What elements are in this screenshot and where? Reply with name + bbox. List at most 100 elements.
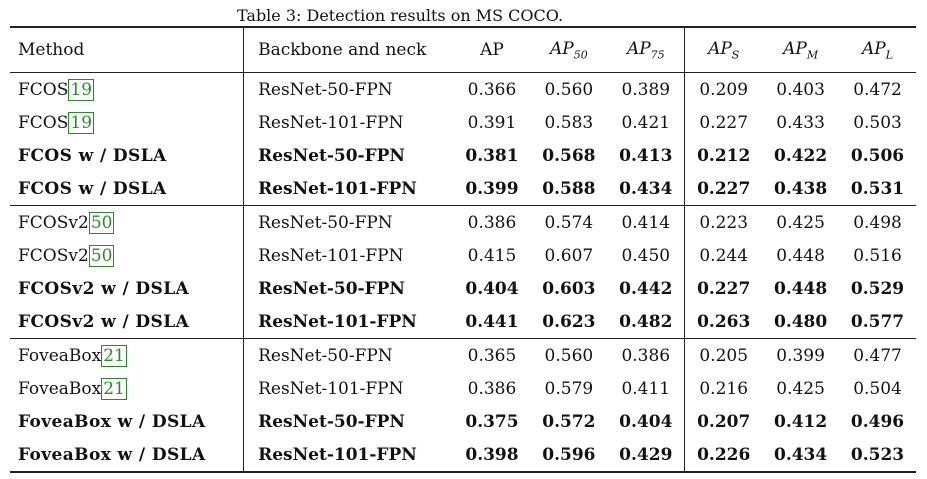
backbone-cell: ResNet-101-FPN [243, 305, 454, 339]
ap50-cell: 0.574 [544, 212, 594, 233]
backbone-cell: ResNet-101-FPN [243, 106, 454, 139]
ap75-cell: 0.421 [621, 112, 671, 133]
method-name: FoveaBox [18, 378, 102, 399]
apl-cell: 0.577 [850, 311, 905, 332]
header-ap75: AP75 [626, 38, 665, 62]
backbone-cell: ResNet-50-FPN [243, 72, 454, 106]
table-row: FCOS w / DSLA ResNet-101-FPN 0.399 0.588 0.4… [10, 172, 916, 206]
ap75-cell: 0.414 [621, 212, 671, 233]
backbone-cell: ResNet-101-FPN [243, 438, 454, 472]
header-apl: APL [862, 38, 894, 62]
ap75-cell: 0.429 [619, 444, 673, 465]
method-cell: FCOS w / DSLA [10, 172, 244, 206]
table-row: FoveaBox 21 ResNet-50-FPN 0.365 0.560 0.386 0.… [10, 338, 916, 373]
ap75-cell: 0.442 [619, 278, 673, 299]
ap-cell: 0.381 [465, 145, 519, 166]
table-row: FCOS 19 ResNet-50-FPN 0.366 0.560 0.389 0.209 0… [10, 72, 916, 107]
backbone-cell: ResNet-101-FPN [243, 239, 454, 272]
table-row: FCOSv2 w / DSLA ResNet-101-FPN 0.441 0.623 0… [10, 305, 916, 339]
apl-cell: 0.472 [853, 79, 902, 100]
apl-cell: 0.516 [853, 245, 902, 266]
ap-cell: 0.399 [465, 178, 519, 199]
ap50-cell: 0.579 [544, 378, 594, 399]
citation-link[interactable]: 19 [68, 78, 95, 101]
ap-cell: 0.398 [465, 444, 519, 465]
method-cell: FoveaBox 21 [10, 372, 244, 405]
backbone-cell: ResNet-50-FPN [243, 338, 454, 372]
method-name: FCOS w / DSLA [18, 178, 167, 199]
results-table: Method Backbone and neck AP AP50 AP75 AP… [10, 26, 916, 473]
method-name: FCOSv2 w / DSLA [18, 311, 190, 332]
ap75-cell: 0.404 [619, 411, 673, 432]
apl-cell: 0.531 [850, 178, 905, 199]
header-ap: AP [480, 40, 504, 60]
aps-cell: 0.227 [684, 106, 763, 139]
apm-cell: 0.425 [776, 212, 825, 233]
citation-link[interactable]: 21 [101, 344, 127, 367]
ap50-cell: 0.560 [544, 345, 594, 366]
aps-cell: 0.227 [684, 272, 763, 305]
aps-cell: 0.227 [684, 172, 763, 206]
method-cell: FCOS 19 [10, 73, 244, 107]
aps-cell: 0.205 [684, 338, 763, 372]
apm-cell: 0.438 [773, 178, 828, 199]
header-aps: APS [684, 27, 763, 73]
table-row: FoveaBox w / DSLA ResNet-50-FPN 0.375 0.572… [10, 405, 916, 438]
citation-link[interactable]: 50 [88, 211, 115, 234]
aps-cell: 0.244 [684, 239, 763, 272]
ap75-cell: 0.389 [621, 79, 671, 100]
ap75-cell: 0.450 [621, 245, 671, 266]
method-cell: FCOSv2 w / DSLA [10, 272, 244, 305]
ap-cell: 0.441 [465, 311, 519, 332]
citation-link[interactable]: 21 [101, 377, 127, 400]
method-name: FCOS [18, 112, 69, 133]
ap50-cell: 0.623 [542, 311, 596, 332]
ap75-cell: 0.434 [619, 178, 673, 199]
apm-cell: 0.403 [776, 79, 825, 100]
method-name: FoveaBox w / DSLA [18, 411, 206, 432]
apl-cell: 0.504 [853, 378, 902, 399]
ap75-cell: 0.386 [621, 345, 671, 366]
ap50-cell: 0.560 [544, 79, 594, 100]
ap-cell: 0.365 [467, 345, 517, 366]
ap-cell: 0.391 [467, 112, 517, 133]
ap75-cell: 0.411 [621, 378, 671, 399]
method-name: FoveaBox [18, 345, 102, 366]
citation-link[interactable]: 19 [68, 111, 95, 134]
backbone-cell: ResNet-50-FPN [243, 405, 454, 438]
aps-cell: 0.223 [684, 205, 763, 239]
method-name: FCOSv2 [18, 245, 89, 266]
apm-cell: 0.412 [773, 411, 828, 432]
ap-cell: 0.415 [467, 245, 517, 266]
apm-cell: 0.448 [776, 245, 825, 266]
method-cell: FoveaBox 21 [10, 339, 244, 373]
backbone-cell: ResNet-50-FPN [243, 205, 454, 239]
apm-cell: 0.433 [776, 112, 825, 133]
aps-cell: 0.226 [684, 438, 763, 472]
apm-cell: 0.399 [776, 345, 825, 366]
table-row: FoveaBox 21 ResNet-101-FPN 0.386 0.579 0.411 0… [10, 372, 916, 405]
backbone-cell: ResNet-50-FPN [243, 272, 454, 305]
aps-cell: 0.207 [684, 405, 763, 438]
table-row: FCOS 19 ResNet-101-FPN 0.391 0.583 0.421 0.227… [10, 106, 916, 139]
apm-cell: 0.480 [773, 311, 828, 332]
ap-cell: 0.386 [467, 378, 517, 399]
apm-cell: 0.422 [773, 145, 828, 166]
method-cell: FCOSv2 50 [10, 239, 244, 272]
table-body: FCOS 19 ResNet-50-FPN 0.366 0.560 0.389 0.209 0… [10, 72, 916, 472]
aps-cell: 0.263 [684, 305, 763, 339]
apl-cell: 0.523 [850, 444, 905, 465]
method-cell: FCOS w / DSLA [10, 139, 244, 172]
aps-cell: 0.216 [684, 372, 763, 405]
ap50-cell: 0.572 [542, 411, 596, 432]
ap50-cell: 0.603 [542, 278, 596, 299]
table-row: FCOSv2 w / DSLA ResNet-50-FPN 0.404 0.603 0.… [10, 272, 916, 305]
citation-link[interactable]: 50 [88, 244, 115, 267]
method-cell: FCOSv2 50 [10, 206, 244, 240]
method-name: FCOSv2 w / DSLA [18, 278, 190, 299]
backbone-cell: ResNet-101-FPN [243, 172, 454, 206]
header-method: Method [18, 40, 85, 60]
apm-cell: 0.425 [776, 378, 825, 399]
apm-cell: 0.434 [773, 444, 828, 465]
table-caption: Table 3: Detection results on MS COCO. [236, 6, 564, 25]
